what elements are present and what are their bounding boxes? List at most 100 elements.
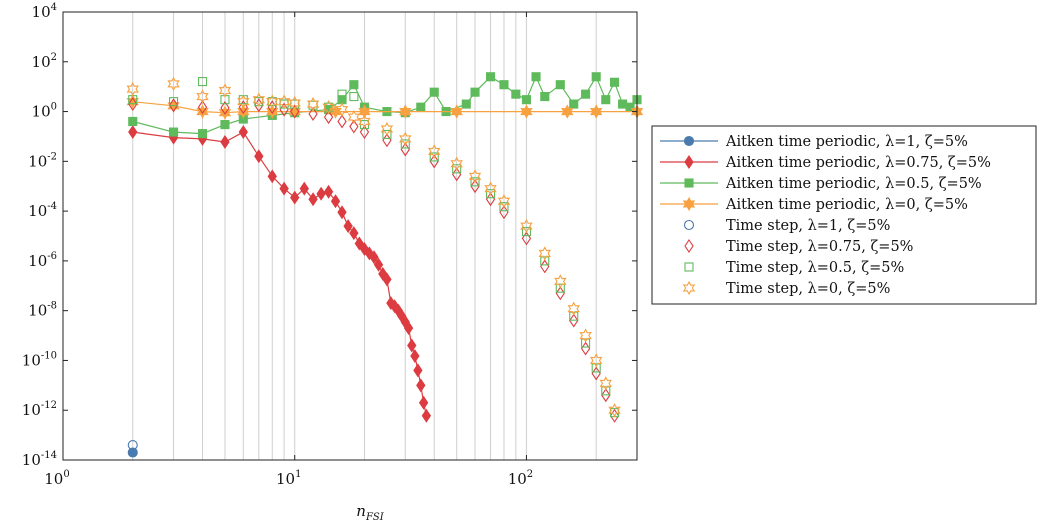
legend-label: Time step, λ=0, ζ=5% (726, 281, 890, 297)
data-point (196, 89, 209, 104)
series-1 (128, 125, 432, 423)
data-point (521, 231, 532, 246)
data-point (308, 106, 318, 121)
data-point (337, 205, 347, 220)
data-point (589, 104, 603, 119)
data-point (429, 152, 439, 162)
data-point (429, 154, 439, 169)
y-tick-label: 104 (32, 2, 57, 21)
legend-item: Aitken time periodic, λ=1, ζ=5% (660, 134, 968, 150)
data-point (220, 100, 230, 115)
legend-label: Time step, λ=1, ζ=5% (726, 218, 890, 234)
data-point (521, 95, 531, 105)
data-point (470, 179, 480, 194)
data-point (220, 120, 230, 130)
data-point (569, 313, 579, 328)
data-point (470, 177, 480, 187)
x-tick-label: 100 (44, 469, 69, 488)
legend-marker (684, 155, 694, 169)
plot-series (126, 72, 644, 458)
data-point (197, 100, 208, 115)
data-point (322, 99, 335, 115)
legend: Aitken time periodic, λ=1, ζ=5% Aitken ti… (651, 125, 1037, 305)
data-point (540, 92, 550, 102)
data-point (567, 301, 580, 316)
data-point (399, 104, 412, 119)
data-point (343, 219, 353, 234)
data-point (337, 114, 347, 129)
data-point (127, 439, 138, 451)
data-point (267, 169, 277, 184)
data-point (521, 227, 531, 237)
data-point (497, 194, 511, 209)
legend-item: Time step, λ=0, ζ=5% (682, 280, 890, 297)
data-point (540, 259, 550, 274)
data-point (403, 321, 414, 336)
data-point (468, 169, 482, 184)
data-point (569, 99, 579, 109)
data-point (127, 447, 138, 458)
data-point (589, 353, 603, 368)
legend-item: Time step, λ=1, ζ=5% (683, 218, 890, 234)
data-point (128, 125, 138, 140)
data-point (418, 395, 429, 410)
data-point (196, 104, 209, 119)
data-point (330, 194, 341, 209)
data-point (601, 95, 611, 105)
legend-item: Aitken time periodic, λ=0.5, ζ=5% (660, 176, 982, 192)
data-point (416, 102, 426, 112)
x-axis-title: nFSI (356, 502, 384, 523)
data-point (538, 246, 552, 261)
data-point (358, 104, 371, 119)
series-4 (127, 439, 138, 451)
data-point (450, 104, 463, 119)
data-point (580, 341, 591, 356)
y-tick-label: 10-10 (22, 350, 57, 369)
data-point (290, 104, 300, 119)
x-axis-title-sub: FSI (365, 512, 385, 523)
legend-marker (684, 239, 694, 253)
data-point (429, 87, 439, 97)
data-point (485, 72, 496, 82)
legend-item: Aitken time periodic, λ=0, ζ=5% (660, 196, 968, 213)
data-point (540, 256, 550, 266)
data-point (520, 218, 533, 234)
data-point (337, 89, 347, 99)
data-point (299, 181, 309, 196)
data-point (555, 286, 565, 301)
data-point (520, 104, 533, 119)
legend-item: Aitken time periodic, λ=0.75, ζ=5% (660, 155, 991, 171)
data-point (238, 100, 248, 115)
series-2 (128, 72, 642, 139)
x-axis-title-main: n (356, 502, 366, 520)
data-point (452, 164, 462, 174)
data-point (561, 104, 574, 119)
legend-marker (682, 196, 696, 212)
data-point (581, 89, 591, 99)
data-point (599, 376, 613, 391)
data-point (128, 97, 138, 112)
data-point (279, 181, 289, 196)
y-tick-label: 10-14 (22, 450, 57, 469)
legend-label: Aitken time periodic, λ=1, ζ=5% (725, 134, 968, 150)
data-point (290, 190, 300, 205)
data-point (349, 80, 359, 90)
data-point (266, 94, 279, 109)
legend-marker (683, 219, 695, 231)
data-point (349, 92, 359, 102)
data-point (354, 236, 364, 251)
legend-label: Aitken time periodic, λ=0.5, ζ=5% (725, 176, 982, 192)
data-point (220, 134, 230, 149)
data-point (581, 338, 591, 348)
data-point (382, 129, 392, 140)
x-tick-label: 102 (508, 469, 533, 488)
data-point (591, 72, 601, 82)
legend-label: Time step, λ=0.75, ζ=5% (726, 239, 913, 255)
data-point (308, 192, 318, 207)
legend-marker (684, 262, 694, 272)
data-point (237, 104, 250, 119)
y-tick-label: 100 (32, 102, 57, 121)
data-point (373, 257, 384, 272)
data-point (126, 94, 139, 109)
data-point (421, 408, 432, 423)
